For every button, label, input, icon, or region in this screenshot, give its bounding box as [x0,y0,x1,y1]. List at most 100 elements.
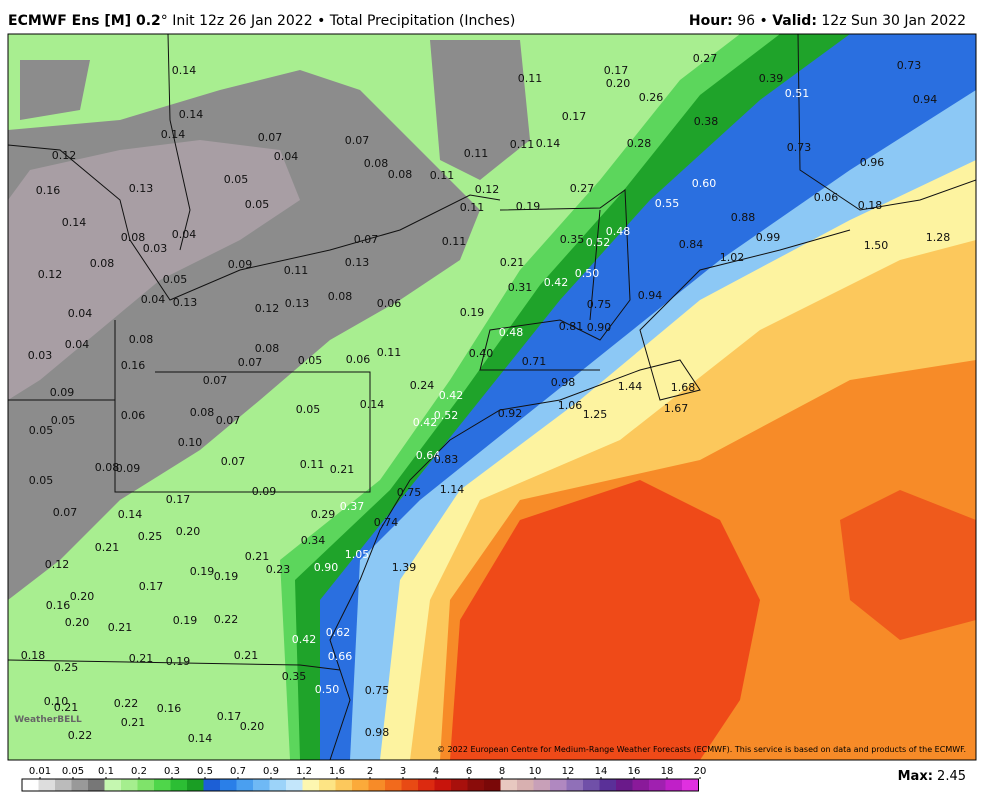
precip-label: 0.66 [328,650,353,663]
precip-label: 0.20 [176,525,201,538]
colorbar-swatch [467,779,485,791]
colorbar-swatch [566,779,584,791]
precip-label: 0.64 [416,449,441,462]
colorbar-swatch [319,779,336,791]
precip-label: 0.06 [377,297,402,310]
colorbar-swatch [484,779,501,791]
precip-label: 0.14 [118,508,143,521]
degree: ° [161,13,168,29]
precip-label: 0.26 [639,91,664,104]
precip-label: 0.14 [172,64,197,77]
precip-label: 0.92 [498,407,523,420]
precip-label: 0.08 [364,157,389,170]
precip-label: 0.19 [460,306,485,319]
precip-label: 0.21 [129,652,154,665]
precip-label: 0.84 [679,238,704,251]
colorbar-tick-label: 16 [628,766,641,777]
precip-label: 0.09 [252,485,277,498]
colorbar-frame [21,778,699,792]
precip-label: 0.07 [216,414,241,427]
precip-label: 0.06 [814,191,839,204]
colorbar-swatch [121,779,138,791]
precip-label: 0.04 [172,228,197,241]
precip-label: 1.02 [720,251,745,264]
colorbar-swatch [616,779,633,791]
precip-label: 0.05 [29,474,54,487]
precip-label: 0.07 [238,356,263,369]
precip-label: 0.05 [245,198,270,211]
colorbar-swatch [500,779,518,791]
colorbar-swatch [550,779,567,791]
precip-label: 0.12 [45,558,70,571]
model: ECMWF Ens [M] 0.2 [8,13,161,29]
colorbar-tick-label: 0.5 [197,766,213,777]
precip-label: 0.40 [469,347,494,360]
precip-label: 0.12 [255,302,280,315]
colorbar-swatch [253,779,270,791]
precip-label: 0.38 [694,115,719,128]
colorbar-tick-label: 1.6 [329,766,345,777]
max: Max: 2.45 [898,769,966,784]
valid: 12z Sun 30 Jan 2022 [821,13,966,29]
colorbar-tick-label: 3 [400,766,406,777]
colorbar-swatch [368,779,386,791]
precip-label: 0.11 [377,346,402,359]
hour-label: Hour: [689,13,733,29]
precip-label: 0.94 [638,289,663,302]
colorbar-swatch [22,779,39,791]
precip-label: 0.11 [300,458,325,471]
precip-label: 0.16 [121,359,146,372]
precip-label: 0.42 [292,633,317,646]
precip-label: 1.39 [392,561,417,574]
precip-label: 0.14 [161,128,186,141]
precip-label: 0.06 [346,353,371,366]
colorbar-tick-label: 8 [499,766,505,777]
precip-label: 0.14 [179,108,204,121]
precip-label: 1.68 [671,381,696,394]
precip-label: 0.19 [190,565,215,578]
colorbar-swatch [451,779,468,791]
precip-label: 0.11 [464,147,489,160]
precip-label: 0.21 [245,550,270,563]
precip-label: 0.48 [606,225,631,238]
map [8,34,976,760]
precip-label: 0.17 [604,64,629,77]
precip-label: 0.81 [559,320,584,333]
precip-label: 0.19 [516,200,541,213]
separator: • [759,13,767,29]
precip-label: 0.37 [340,500,365,513]
map-labels: 0.140.140.14 0.07 0.070.040.080.08 0.110.12… [21,52,951,745]
precip-label: 0.17 [166,493,191,506]
colorbar-tick-label: 2 [367,766,373,777]
precip-label: 0.42 [413,416,438,429]
precip-label: 0.07 [53,506,78,519]
precip-label: 1.28 [926,231,951,244]
colorbar-tick-label: 12 [562,766,575,777]
precip-label: 0.20 [606,77,631,90]
colorbar-swatch [335,779,353,791]
precip-label: 0.19 [214,570,239,583]
precip-label: 0.28 [627,137,652,150]
colorbar-swatch [88,779,105,791]
colorbar-swatch [352,779,369,791]
precip-label: 0.21 [121,716,146,729]
colorbar-swatch [401,779,419,791]
precip-label: 0.10 [44,695,69,708]
precip-label: 0.21 [54,701,79,714]
colorbar-swatch [583,779,600,791]
precip-label: 0.06 [121,409,146,422]
precip-label: 0.13 [285,297,310,310]
precip-label: 0.13 [173,296,198,309]
colorbar-tick-label: 10 [529,766,542,777]
precip-label: 0.42 [544,276,569,289]
precip-label: 0.62 [326,626,351,639]
precip-label: 0.07 [345,134,370,147]
colorbar-tick-label: 0.01 [29,766,51,777]
precip-label: 0.14 [188,732,213,745]
precip-label: 0.24 [410,379,435,392]
precip-label: 0.20 [70,590,95,603]
logo: WeatherBELL [14,715,82,725]
colorbar-swatch [203,779,221,791]
precip-label: 0.04 [65,338,90,351]
precip-label: 0.50 [575,267,600,280]
